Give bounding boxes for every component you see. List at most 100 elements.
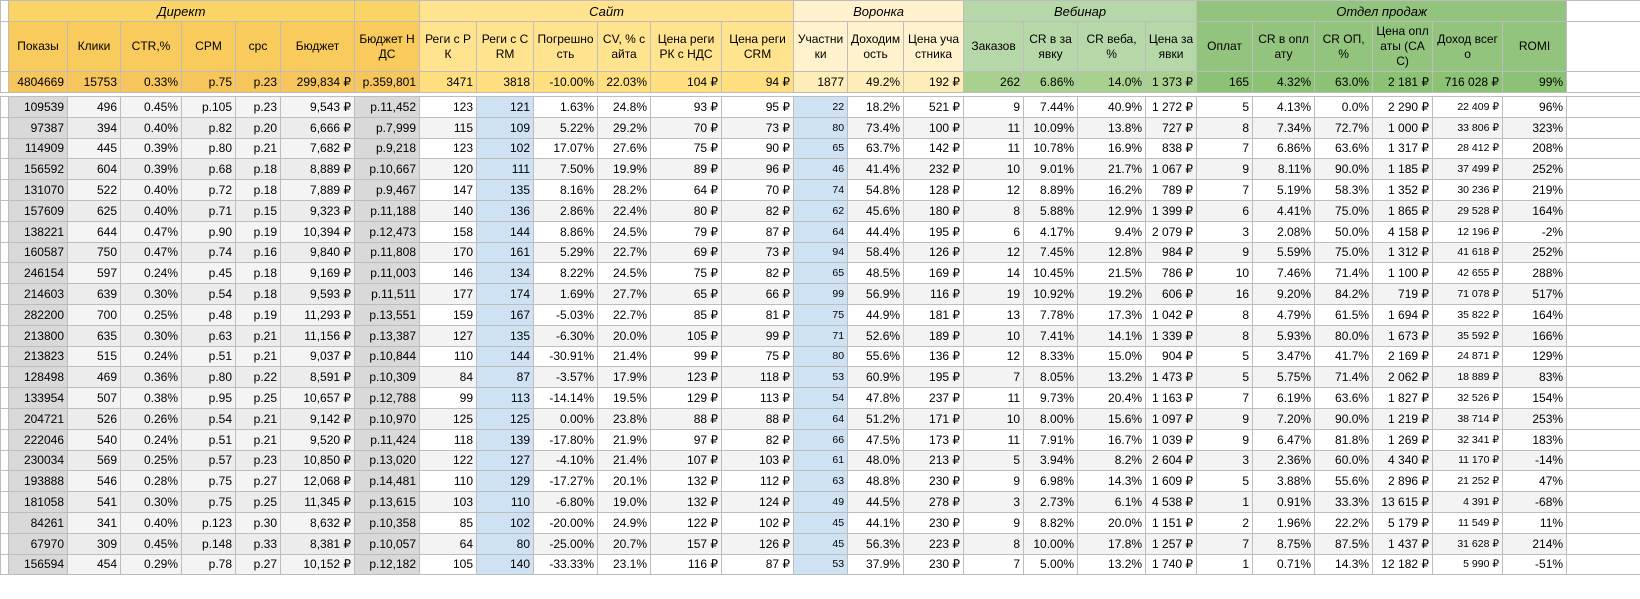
data-cell: 8 (963, 532, 1025, 555)
data-cell: 521 ₽ (903, 96, 965, 118)
data-cell: 625 (67, 199, 121, 222)
data-cell: 22.7% (597, 303, 652, 326)
data-cell: 7,682 ₽ (279, 137, 356, 160)
data-cell: 75 ₽ (721, 345, 795, 368)
data-cell: 9,593 ₽ (279, 283, 356, 305)
data-cell: р.45 (181, 262, 236, 285)
data-cell: 16.2% (1077, 179, 1147, 201)
data-cell: 8.33% (1023, 345, 1079, 368)
data-cell: р.80 (181, 366, 236, 389)
data-cell: 546 (67, 470, 121, 493)
data-cell: 85 ₽ (650, 303, 723, 326)
data-cell: 64 ₽ (650, 179, 723, 201)
data-cell: 109 (476, 116, 535, 139)
row-row: 213823 515 0.24% р.51 р.21 9,037 ₽ р.10,844 110… (0, 345, 1640, 368)
row-row: 246154 597 0.24% р.45 р.18 9,169 ₽ р.11,003 146… (0, 262, 1640, 285)
group-header: Сайт (419, 0, 795, 22)
data-cell: р.15 (235, 199, 281, 222)
data-cell: 278 ₽ (903, 491, 965, 513)
data-cell: 6.98% (1023, 470, 1079, 493)
data-cell: 469 (67, 366, 121, 389)
data-cell: 0.25% (120, 303, 182, 326)
data-cell: 32 526 ₽ (1432, 387, 1504, 409)
data-cell: 19.9% (597, 158, 652, 181)
column-header: Бюджет НДС (354, 21, 421, 72)
data-cell: 63.7% (847, 137, 905, 160)
data-cell: 0.91% (1252, 491, 1316, 513)
total-cell: 1 373 ₽ (1145, 71, 1198, 93)
column-header: ROMI (1502, 21, 1568, 72)
column-header: Показы (8, 21, 68, 72)
total-cell: 4.32% (1252, 71, 1316, 93)
data-cell: 170 (419, 241, 478, 264)
data-cell: 144 (476, 345, 535, 368)
data-cell: 5 990 ₽ (1432, 553, 1504, 576)
data-cell: 1 473 ₽ (1145, 366, 1198, 389)
data-cell: 63.6% (1314, 137, 1374, 160)
data-cell: 1 100 ₽ (1372, 262, 1434, 285)
data-cell: 82 ₽ (721, 428, 795, 451)
empty-cell (1566, 387, 1640, 409)
data-cell: 9,840 ₽ (279, 241, 356, 264)
total-cell: 299,834 ₽ (279, 71, 356, 93)
column-header: CR в заявку (1023, 21, 1079, 72)
row-marker (0, 345, 9, 368)
total-cell: 716 028 ₽ (1432, 71, 1504, 93)
data-cell: р.12,473 (354, 220, 421, 243)
data-cell: 64 (793, 407, 849, 430)
data-cell: 24 871 ₽ (1432, 345, 1504, 368)
data-cell: 0.40% (120, 179, 182, 201)
data-cell: -51% (1502, 553, 1568, 576)
data-cell: 133954 (8, 387, 68, 409)
data-cell: р.72 (181, 179, 236, 201)
data-cell: 58.3% (1314, 179, 1374, 201)
row-row: 181058 541 0.30% р.75 р.25 11,345 ₽ р.13,615 10… (0, 491, 1640, 513)
total-cell: р.23 (235, 71, 281, 93)
row-row: 204721 526 0.26% р.54 р.21 9,142 ₽ р.10,970 125… (0, 407, 1640, 430)
data-cell: 56.9% (847, 283, 905, 305)
column-header: Цена реги CRM (721, 21, 795, 72)
data-cell: 984 ₽ (1145, 241, 1198, 264)
data-cell: 9,520 ₽ (279, 428, 356, 451)
data-cell: 99 (419, 387, 478, 409)
row-row: 156592 604 0.39% р.68 р.18 8,889 ₽ р.10,667 120… (0, 158, 1640, 181)
data-cell: 0.45% (120, 532, 182, 555)
row-row: 214603 639 0.30% р.54 р.18 9,593 ₽ р.11,511 177… (0, 283, 1640, 305)
data-cell: р.51 (181, 428, 236, 451)
data-cell: 83% (1502, 366, 1568, 389)
data-cell: 11 549 ₽ (1432, 511, 1504, 534)
data-cell: 7 (1196, 387, 1254, 409)
data-cell: 1 740 ₽ (1145, 553, 1198, 576)
data-cell: 81 ₽ (721, 303, 795, 326)
data-cell: 134 (476, 262, 535, 285)
data-cell: 113 ₽ (721, 387, 795, 409)
data-cell: р.21 (235, 137, 281, 160)
data-cell: 3 (1196, 220, 1254, 243)
data-cell: 174 (476, 283, 535, 305)
data-cell: 54.8% (847, 179, 905, 201)
data-cell: 4.79% (1252, 303, 1316, 326)
data-cell: 10 (963, 324, 1025, 347)
data-cell: 9,169 ₽ (279, 262, 356, 285)
data-cell: 171 ₽ (903, 407, 965, 430)
data-cell: р.21 (235, 407, 281, 430)
data-cell: 0.30% (120, 283, 182, 305)
total-cell: 6.86% (1023, 71, 1079, 93)
data-cell: 121 (476, 96, 535, 118)
data-cell: 159 (419, 303, 478, 326)
data-cell: 129% (1502, 345, 1568, 368)
data-cell: 183% (1502, 428, 1568, 451)
data-cell: 16 (1196, 283, 1254, 305)
data-cell: 9,142 ₽ (279, 407, 356, 430)
data-cell: 12 (963, 345, 1025, 368)
data-cell: 8.82% (1023, 511, 1079, 534)
data-cell: 526 (67, 407, 121, 430)
data-cell: 7.46% (1252, 262, 1316, 285)
data-cell: 1 067 ₽ (1145, 158, 1198, 181)
data-cell: 12.9% (1077, 199, 1147, 222)
data-cell: 90.0% (1314, 407, 1374, 430)
empty-cell (1566, 241, 1640, 264)
data-cell: 1 437 ₽ (1372, 532, 1434, 555)
data-cell: 123 (419, 137, 478, 160)
data-cell: 16.7% (1077, 428, 1147, 451)
